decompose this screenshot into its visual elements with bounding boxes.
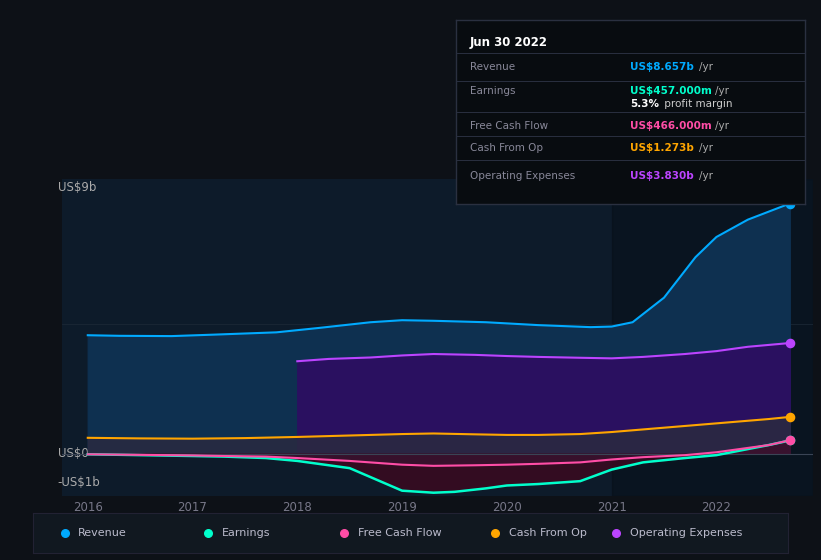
Text: Earnings: Earnings: [470, 86, 515, 96]
Point: [783, 436, 796, 445]
Text: Free Cash Flow: Free Cash Flow: [358, 528, 441, 538]
Point: [488, 529, 502, 538]
Text: US$466.000m: US$466.000m: [631, 121, 712, 131]
Point: [783, 436, 796, 445]
Text: /yr: /yr: [699, 62, 713, 72]
Text: Cash From Op: Cash From Op: [470, 143, 543, 153]
Text: 5.3%: 5.3%: [631, 99, 659, 109]
Point: [783, 412, 796, 421]
Text: Revenue: Revenue: [78, 528, 127, 538]
Text: Operating Expenses: Operating Expenses: [630, 528, 742, 538]
Text: US$0: US$0: [57, 447, 89, 460]
Text: /yr: /yr: [714, 86, 728, 96]
Point: [783, 199, 796, 208]
Bar: [612, 179, 813, 496]
Text: US$8.657b: US$8.657b: [631, 62, 694, 72]
Text: Free Cash Flow: Free Cash Flow: [470, 121, 548, 131]
Text: Jun 30 2022: Jun 30 2022: [470, 36, 548, 49]
Text: US$457.000m: US$457.000m: [631, 86, 712, 96]
Text: /yr: /yr: [699, 171, 713, 181]
Text: profit margin: profit margin: [661, 99, 732, 109]
Text: Operating Expenses: Operating Expenses: [470, 171, 575, 181]
Point: [609, 529, 622, 538]
Text: Earnings: Earnings: [222, 528, 270, 538]
Text: /yr: /yr: [714, 121, 728, 131]
Point: [337, 529, 351, 538]
Text: -US$1b: -US$1b: [57, 476, 100, 489]
Text: Revenue: Revenue: [470, 62, 515, 72]
Point: [58, 529, 71, 538]
Text: Cash From Op: Cash From Op: [509, 528, 586, 538]
Point: [783, 339, 796, 348]
Text: US$1.273b: US$1.273b: [631, 143, 694, 153]
Text: US$3.830b: US$3.830b: [631, 171, 694, 181]
Point: [201, 529, 214, 538]
Text: /yr: /yr: [699, 143, 713, 153]
Text: US$9b: US$9b: [57, 181, 96, 194]
